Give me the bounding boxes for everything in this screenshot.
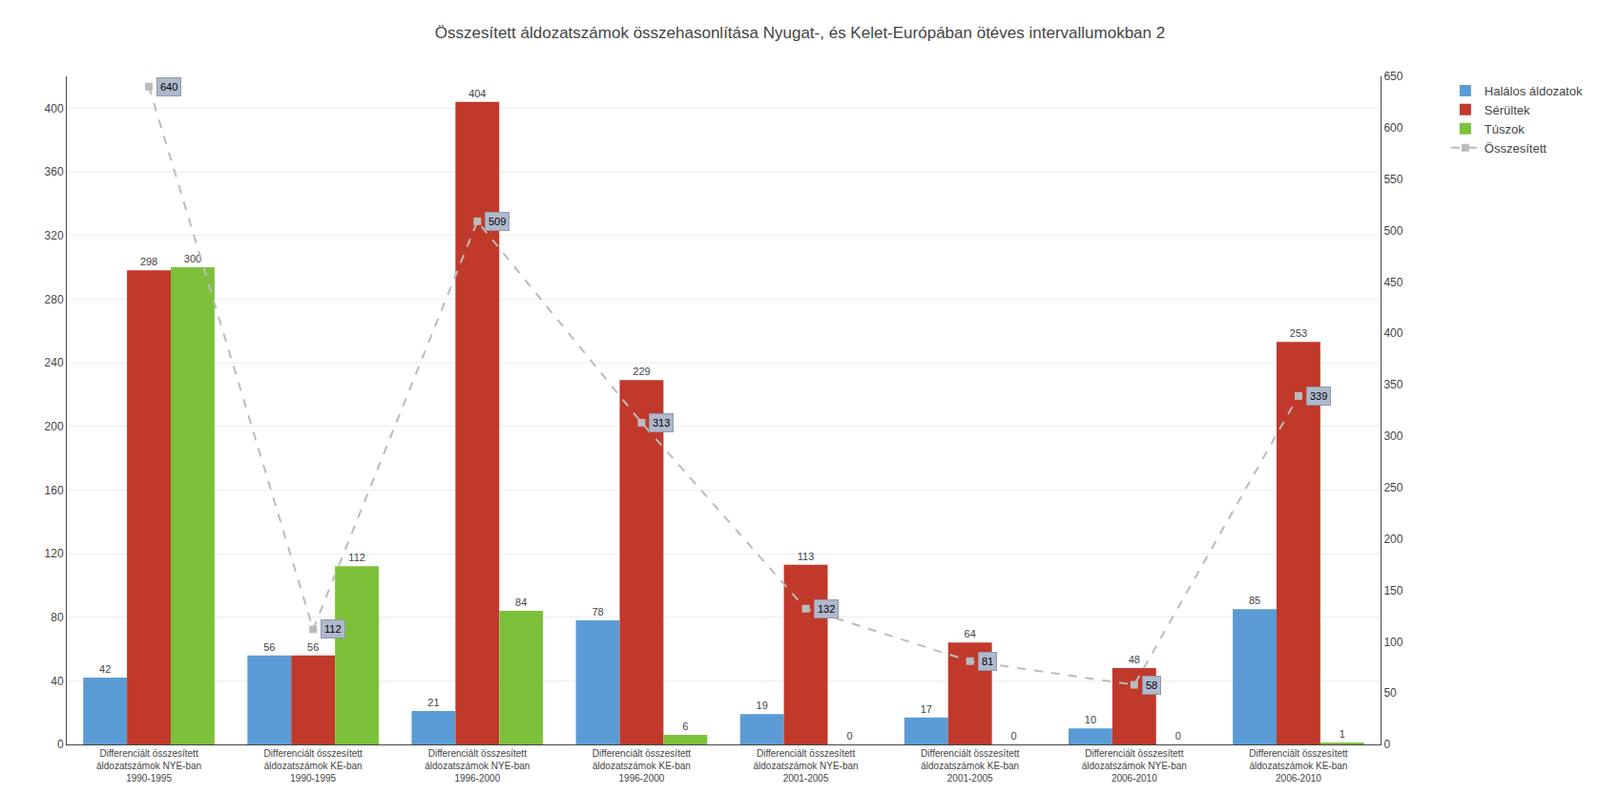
svg-text:240: 240	[44, 355, 64, 370]
svg-text:112: 112	[324, 623, 342, 635]
svg-text:132: 132	[817, 602, 835, 615]
svg-text:19: 19	[756, 699, 769, 711]
svg-text:0: 0	[1011, 729, 1018, 742]
svg-text:113: 113	[797, 550, 815, 562]
svg-text:250: 250	[1383, 480, 1403, 495]
svg-text:400: 400	[1383, 326, 1403, 340]
svg-text:58: 58	[1145, 679, 1158, 691]
svg-text:84: 84	[515, 596, 527, 608]
svg-text:Sérültek: Sérültek	[1484, 103, 1531, 118]
svg-text:Differenciált összesítettáldoz: Differenciált összesítettáldozatszámok N…	[1081, 748, 1187, 784]
svg-text:40: 40	[50, 674, 64, 688]
svg-text:56: 56	[307, 641, 319, 653]
svg-text:56: 56	[263, 641, 275, 653]
svg-text:200: 200	[1383, 532, 1403, 546]
svg-text:150: 150	[1383, 583, 1403, 598]
svg-text:300: 300	[1383, 429, 1403, 443]
svg-text:550: 550	[1383, 172, 1403, 187]
svg-text:Differenciált összesítettáldoz: Differenciált összesítettáldozatszámok N…	[753, 748, 859, 784]
svg-text:80: 80	[50, 610, 64, 624]
svg-text:500: 500	[1383, 224, 1403, 238]
svg-text:280: 280	[44, 292, 64, 307]
svg-text:85: 85	[1248, 594, 1261, 606]
svg-text:Differenciált összesítettáldoz: Differenciált összesítettáldozatszámok N…	[424, 748, 530, 784]
svg-text:Összesített áldozatszámok össz: Összesített áldozatszámok összehasonlítá…	[435, 23, 1165, 42]
svg-text:450: 450	[1383, 275, 1403, 290]
svg-text:404: 404	[468, 87, 486, 100]
svg-text:78: 78	[591, 605, 603, 618]
svg-text:600: 600	[1383, 121, 1403, 135]
svg-text:509: 509	[488, 215, 506, 228]
svg-text:21: 21	[427, 696, 439, 708]
svg-text:Halálos áldozatok: Halálos áldozatok	[1484, 83, 1583, 99]
svg-text:64: 64	[964, 627, 977, 640]
svg-text:Túszok: Túszok	[1484, 122, 1525, 137]
svg-text:229: 229	[632, 365, 650, 377]
svg-text:112: 112	[348, 551, 366, 563]
svg-text:Differenciált összesítettáldoz: Differenciált összesítettáldozatszámok N…	[96, 748, 202, 784]
svg-text:360: 360	[44, 165, 64, 179]
svg-text:320: 320	[44, 228, 64, 243]
svg-text:Összesített: Összesített	[1484, 141, 1547, 156]
svg-text:10: 10	[1084, 713, 1097, 726]
svg-text:81: 81	[981, 655, 994, 667]
svg-text:298: 298	[140, 255, 158, 268]
svg-text:650: 650	[1383, 69, 1403, 84]
svg-text:6: 6	[682, 720, 688, 732]
svg-text:339: 339	[1309, 390, 1328, 402]
svg-text:42: 42	[99, 663, 111, 675]
svg-text:350: 350	[1383, 377, 1403, 392]
svg-text:48: 48	[1128, 653, 1141, 665]
svg-text:0: 0	[57, 737, 64, 751]
svg-text:0: 0	[846, 729, 852, 742]
svg-text:100: 100	[1383, 635, 1403, 649]
svg-text:120: 120	[44, 546, 64, 561]
svg-text:200: 200	[44, 419, 64, 434]
svg-text:17: 17	[920, 703, 933, 715]
svg-text:300: 300	[184, 252, 202, 265]
svg-text:640: 640	[160, 81, 178, 93]
svg-text:Differenciált összesítettáldoz: Differenciált összesítettáldozatszámok K…	[592, 748, 691, 784]
svg-text:Differenciált összesítettáldoz: Differenciált összesítettáldozatszámok K…	[1248, 748, 1348, 784]
svg-text:Differenciált összesítettáldoz: Differenciált összesítettáldozatszámok K…	[920, 748, 1019, 784]
svg-text:160: 160	[44, 483, 64, 498]
svg-text:313: 313	[652, 416, 670, 429]
svg-text:Differenciált összesítettáldoz: Differenciált összesítettáldozatszámok K…	[264, 748, 363, 784]
svg-text:50: 50	[1383, 685, 1397, 700]
svg-text:1: 1	[1339, 727, 1346, 740]
svg-text:253: 253	[1289, 327, 1308, 339]
svg-text:0: 0	[1175, 729, 1182, 742]
svg-text:400: 400	[44, 102, 64, 116]
svg-text:0: 0	[1383, 737, 1391, 751]
